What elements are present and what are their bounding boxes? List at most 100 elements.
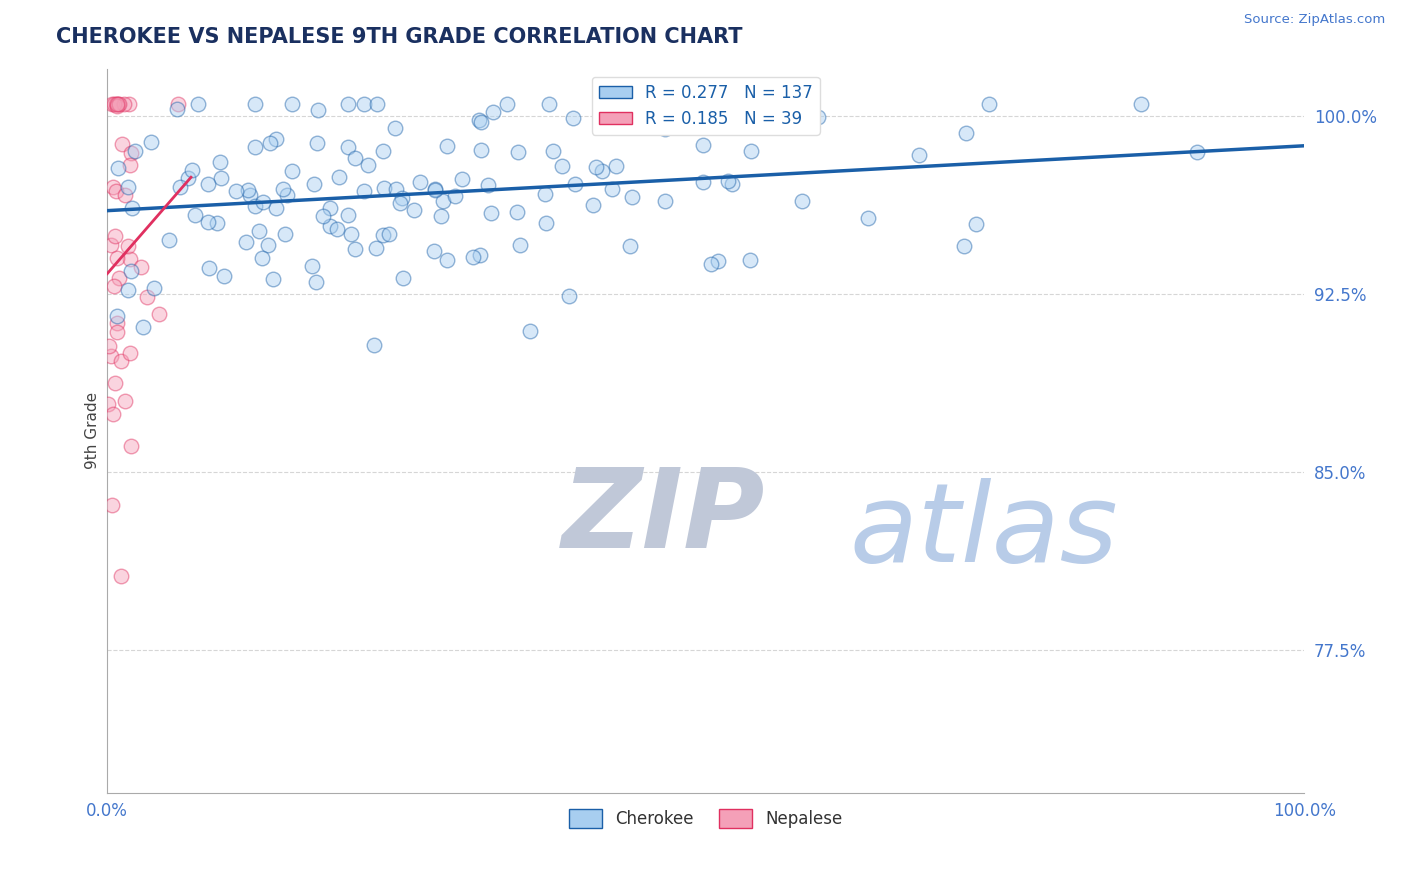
Point (692, 137, 714, 152)
Point (391, 191, 413, 205)
Point (105, 251, 128, 265)
Point (157, 233, 180, 247)
Point (243, 140, 266, 154)
Point (319, 219, 342, 233)
Point (654, 122, 676, 136)
Point (98, 339, 121, 353)
Point (519, 324, 541, 338)
Point (596, 104, 619, 119)
Point (721, 178, 744, 192)
Point (136, 290, 159, 304)
Point (468, 248, 491, 262)
Point (207, 216, 229, 230)
Point (793, 97, 815, 112)
Point (177, 170, 200, 185)
Point (108, 271, 131, 285)
Point (307, 103, 329, 117)
Point (167, 97, 190, 112)
Text: Source: ZipAtlas.com: Source: ZipAtlas.com (1244, 13, 1385, 27)
Point (366, 97, 388, 112)
Point (388, 196, 411, 211)
Point (506, 205, 529, 219)
Point (225, 184, 247, 198)
Point (600, 182, 623, 196)
Point (121, 202, 143, 216)
Point (114, 188, 136, 202)
Point (557, 289, 579, 303)
Point (373, 180, 395, 194)
Point (259, 136, 281, 151)
Point (100, 237, 122, 252)
Point (117, 179, 139, 194)
Point (120, 146, 142, 161)
Point (264, 132, 287, 146)
Point (235, 235, 257, 249)
Point (384, 120, 406, 135)
Text: atlas: atlas (849, 478, 1118, 585)
Point (353, 184, 375, 198)
Point (305, 275, 328, 289)
Point (1129, 97, 1152, 112)
Point (363, 338, 385, 352)
Point (120, 252, 142, 267)
Point (908, 147, 931, 161)
Legend: Cherokee, Nepalese: Cherokee, Nepalese (562, 803, 849, 835)
Point (101, 498, 124, 512)
Point (281, 97, 304, 112)
Point (344, 152, 367, 166)
Point (328, 169, 350, 184)
Point (543, 144, 565, 158)
Point (953, 238, 976, 252)
Point (537, 97, 560, 112)
Point (304, 177, 326, 191)
Point (409, 175, 432, 189)
Point (534, 216, 557, 230)
Point (103, 180, 125, 194)
Point (1185, 145, 1208, 159)
Text: CHEROKEE VS NEPALESE 9TH GRADE CORRELATION CHART: CHEROKEE VS NEPALESE 9TH GRADE CORRELATI… (56, 27, 742, 46)
Point (644, 97, 666, 112)
Point (117, 283, 139, 297)
Point (807, 111, 830, 125)
Point (307, 136, 329, 150)
Point (105, 97, 128, 112)
Point (856, 211, 879, 226)
Point (166, 103, 188, 117)
Point (955, 127, 977, 141)
Point (436, 138, 458, 153)
Point (344, 242, 367, 256)
Point (120, 346, 142, 360)
Point (551, 160, 574, 174)
Point (425, 183, 447, 197)
Point (129, 260, 152, 275)
Point (436, 253, 458, 268)
Point (562, 112, 585, 126)
Point (585, 160, 607, 174)
Point (301, 259, 323, 273)
Point (245, 199, 267, 213)
Point (509, 238, 531, 252)
Point (211, 170, 233, 185)
Point (197, 261, 219, 276)
Point (118, 97, 141, 112)
Point (100, 349, 122, 363)
Point (422, 244, 444, 258)
Point (264, 201, 287, 215)
Point (792, 194, 814, 209)
Point (740, 253, 762, 268)
Point (506, 145, 529, 159)
Point (357, 158, 380, 172)
Point (180, 163, 202, 178)
Point (262, 272, 284, 286)
Point (107, 309, 129, 323)
Point (564, 177, 586, 191)
Point (104, 229, 127, 244)
Point (124, 145, 146, 159)
Point (479, 206, 502, 220)
Point (620, 190, 643, 204)
Point (470, 143, 492, 157)
Point (707, 253, 730, 268)
Point (105, 97, 128, 112)
Point (110, 354, 132, 368)
Point (271, 181, 294, 195)
